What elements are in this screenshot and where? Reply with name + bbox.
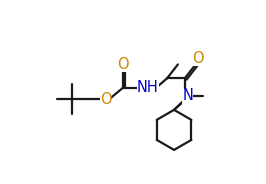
Text: NH: NH [137,80,159,95]
Text: N: N [182,89,193,103]
Text: O: O [192,51,204,66]
Text: O: O [117,57,129,72]
Text: O: O [100,92,111,107]
